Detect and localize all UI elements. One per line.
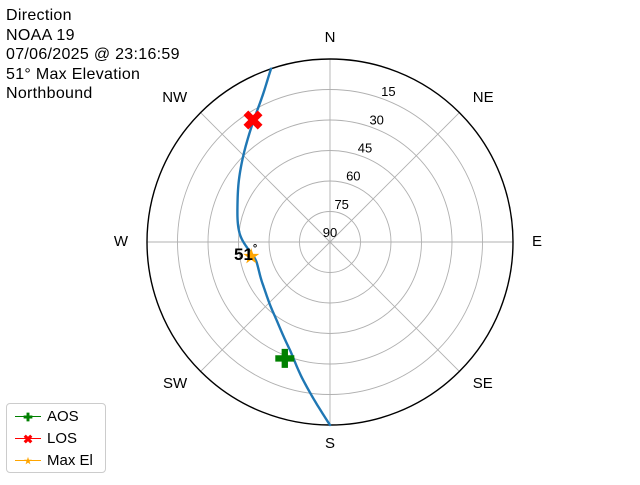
svg-text:NE: NE — [473, 89, 494, 106]
svg-text:S: S — [325, 435, 335, 452]
svg-text:30: 30 — [369, 112, 383, 127]
svg-text:90: 90 — [323, 225, 337, 240]
svg-text:SE: SE — [473, 375, 493, 392]
svg-text:W: W — [114, 233, 129, 250]
svg-text:SW: SW — [163, 375, 188, 392]
svg-text:60: 60 — [346, 169, 360, 184]
svg-text:15: 15 — [381, 84, 395, 99]
svg-text:45: 45 — [358, 141, 372, 156]
svg-text:N: N — [325, 29, 336, 46]
svg-text:75: 75 — [334, 197, 348, 212]
svg-text:E: E — [532, 233, 542, 250]
